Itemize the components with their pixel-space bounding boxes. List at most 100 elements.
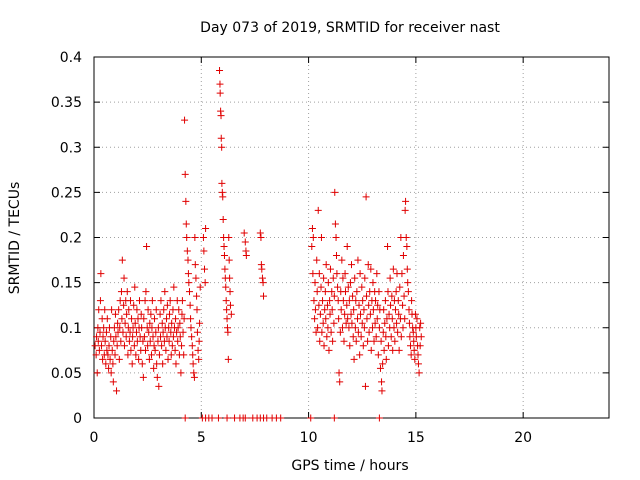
data-point xyxy=(116,324,124,332)
data-point xyxy=(190,373,198,381)
data-point xyxy=(330,414,338,422)
data-point xyxy=(125,306,133,314)
data-point xyxy=(156,310,164,318)
data-point xyxy=(131,319,139,327)
data-point xyxy=(140,315,148,323)
data-point xyxy=(316,310,324,318)
data-point xyxy=(95,346,103,354)
data-point xyxy=(223,414,231,422)
data-point xyxy=(150,364,158,372)
data-point xyxy=(226,301,234,309)
data-point xyxy=(317,234,325,241)
data-point xyxy=(162,346,170,354)
data-point xyxy=(147,310,155,318)
data-point xyxy=(353,288,361,296)
data-point xyxy=(330,292,338,300)
data-point xyxy=(341,310,349,318)
data-point xyxy=(373,270,381,278)
data-point xyxy=(362,193,370,201)
data-point xyxy=(122,333,130,341)
data-point xyxy=(319,297,327,305)
data-point xyxy=(413,315,421,323)
data-point xyxy=(313,288,321,296)
data-point xyxy=(168,319,176,327)
data-point xyxy=(409,328,417,336)
data-point xyxy=(405,306,413,314)
data-point xyxy=(202,224,210,232)
data-point xyxy=(112,333,120,341)
data-point xyxy=(332,252,340,260)
data-point xyxy=(338,256,346,264)
data-point xyxy=(165,337,173,345)
data-point xyxy=(108,306,116,314)
data-point xyxy=(259,279,267,287)
data-point xyxy=(148,297,156,305)
data-point xyxy=(118,315,126,323)
data-point xyxy=(331,188,339,196)
data-point xyxy=(217,112,225,120)
data-point xyxy=(201,279,209,287)
data-point xyxy=(364,261,372,269)
data-point xyxy=(157,297,165,305)
data-point xyxy=(96,328,104,336)
data-point xyxy=(394,297,402,305)
data-point xyxy=(382,355,390,363)
data-point xyxy=(188,333,196,341)
data-point xyxy=(310,297,318,305)
data-point xyxy=(370,337,378,345)
data-point xyxy=(178,297,186,305)
x-tick-label: 5 xyxy=(197,430,206,446)
data-point xyxy=(189,360,197,368)
data-point xyxy=(161,288,169,296)
data-point xyxy=(350,355,358,363)
data-point xyxy=(378,378,386,386)
data-point xyxy=(185,288,193,296)
data-point xyxy=(346,342,354,350)
data-point xyxy=(157,333,165,341)
data-point xyxy=(139,337,147,345)
data-point xyxy=(330,319,338,327)
data-point xyxy=(190,369,198,377)
data-point xyxy=(361,382,369,390)
data-point xyxy=(258,274,266,282)
data-point xyxy=(388,315,396,323)
data-point xyxy=(140,333,148,341)
data-point xyxy=(168,342,176,350)
data-point xyxy=(223,315,231,323)
data-point xyxy=(186,301,194,309)
data-point xyxy=(193,292,201,300)
data-point xyxy=(260,292,268,300)
data-point xyxy=(132,328,140,336)
data-point xyxy=(321,288,329,296)
data-points xyxy=(91,67,425,422)
y-tick-label: 0.4 xyxy=(60,50,82,66)
data-point xyxy=(401,315,409,323)
data-point xyxy=(329,274,337,282)
data-point xyxy=(208,414,216,422)
data-point xyxy=(178,310,186,318)
data-point xyxy=(355,301,363,309)
data-point xyxy=(309,234,317,241)
data-point xyxy=(380,346,388,354)
y-tick-label: 0.05 xyxy=(51,366,82,382)
data-point xyxy=(402,234,410,241)
data-point xyxy=(193,328,201,336)
data-point xyxy=(354,256,362,264)
data-point xyxy=(334,283,342,291)
data-point xyxy=(115,306,123,314)
data-point xyxy=(125,337,133,345)
data-point xyxy=(308,243,316,251)
data-point xyxy=(311,315,319,323)
data-point xyxy=(225,256,233,264)
data-point xyxy=(317,283,325,291)
data-point xyxy=(163,333,171,341)
data-point xyxy=(148,324,156,332)
data-point xyxy=(411,355,419,363)
data-point xyxy=(172,315,180,323)
data-point xyxy=(311,306,319,314)
data-point xyxy=(320,342,328,350)
data-point xyxy=(328,306,336,314)
data-point xyxy=(396,283,404,291)
data-point xyxy=(397,333,405,341)
data-point xyxy=(400,292,408,300)
